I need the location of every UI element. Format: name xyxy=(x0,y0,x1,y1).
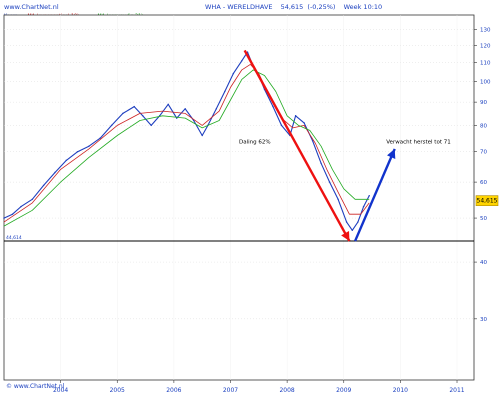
y-tick-label: 30 xyxy=(480,317,487,323)
annotation-decline: Daling 62% xyxy=(239,139,271,145)
x-tick-label: 2009 xyxy=(336,387,351,394)
decline-arrow-shaft xyxy=(243,49,351,242)
y-tick-label: 90 xyxy=(480,100,487,106)
data-point xyxy=(88,145,90,147)
data-point xyxy=(272,105,274,108)
annotations-group: Daling 62% Verwacht herstel tot 71 xyxy=(239,139,451,145)
data-point xyxy=(150,124,152,127)
x-tick-label: 2007 xyxy=(223,387,238,394)
data-point xyxy=(192,119,195,122)
data-point xyxy=(328,181,331,183)
data-point xyxy=(99,137,101,139)
series-line-2 xyxy=(3,69,370,227)
data-point xyxy=(224,90,226,93)
grid xyxy=(4,15,474,380)
site-name[interactable]: www.ChartNet.nl xyxy=(4,3,59,11)
data-point xyxy=(65,159,67,162)
last-price-label: 54,615 xyxy=(477,198,498,205)
data-point xyxy=(201,134,203,137)
data-point xyxy=(142,115,144,117)
data-point xyxy=(368,195,370,197)
y-tick-label: 50 xyxy=(480,216,487,222)
x-tick-label: 2004 xyxy=(53,387,68,394)
y-tick-label: 40 xyxy=(480,260,487,266)
data-point xyxy=(357,221,359,223)
x-tick-label: 2006 xyxy=(166,387,181,394)
chart-title: WHA - WERELDHAVE 54,615 (-0,25%) Week 10… xyxy=(205,3,382,11)
y-axis: 30 40 50 60 70 80 90 100 110 120 130 xyxy=(474,28,491,323)
copyright-text[interactable]: © www.ChartNet.nl xyxy=(6,383,65,390)
series-line-1 xyxy=(3,64,370,223)
x-tick-label: 2010 xyxy=(393,387,408,394)
x-tick-label: 2011 xyxy=(449,387,464,394)
price-text: 54,615 xyxy=(281,3,304,11)
data-point xyxy=(54,171,56,174)
data-point xyxy=(11,213,14,215)
y-tick-label: 80 xyxy=(480,123,487,129)
data-point xyxy=(303,122,305,124)
data-point xyxy=(31,198,34,200)
x-tick-label: 2008 xyxy=(279,387,294,394)
period-text: Week 10:10 xyxy=(344,3,383,11)
y-tick-label: 130 xyxy=(480,28,491,34)
y-tick-label: 100 xyxy=(480,79,491,85)
support-line-label: 44,614 xyxy=(6,235,22,241)
x-axis: 2004 2005 2006 2007 2008 2009 2010 2011 xyxy=(53,380,465,394)
data-point xyxy=(320,162,322,165)
support-line-group: 44,614 xyxy=(4,235,474,242)
data-point xyxy=(311,140,314,142)
data-point xyxy=(176,117,178,119)
decline-arrow-head xyxy=(341,231,350,242)
data-point xyxy=(215,108,218,110)
data-point xyxy=(294,115,297,117)
data-point xyxy=(184,108,186,110)
data-point xyxy=(3,217,5,219)
y-tick-label: 60 xyxy=(480,180,487,186)
data-point xyxy=(351,229,353,231)
data-point xyxy=(280,124,283,127)
y-tick-label: 70 xyxy=(480,150,487,156)
data-point xyxy=(362,205,365,208)
data-point xyxy=(337,198,339,200)
data-point xyxy=(122,112,124,115)
x-tick-label: 2005 xyxy=(110,387,125,394)
change-text: (-0,25%) xyxy=(307,3,335,11)
recovery-arrow-head xyxy=(387,148,396,159)
data-point xyxy=(133,105,135,108)
data-point xyxy=(20,205,22,208)
arrows-group xyxy=(243,49,396,242)
title-text: WHA - WERELDHAVE xyxy=(205,3,273,11)
data-point xyxy=(110,124,113,127)
data-point xyxy=(345,221,348,223)
last-price-badge xyxy=(475,195,499,206)
plot-area xyxy=(3,14,475,381)
data-point xyxy=(42,184,45,187)
data-point xyxy=(232,72,235,75)
recovery-arrow-shaft xyxy=(353,148,396,242)
series-group xyxy=(3,51,370,231)
data-point xyxy=(241,60,243,62)
data-point xyxy=(167,103,169,106)
data-point xyxy=(76,151,79,153)
annotation-recovery: Verwacht herstel tot 71 xyxy=(386,139,451,145)
y-tick-label: 110 xyxy=(480,61,491,67)
y-tick-label: 120 xyxy=(480,43,491,49)
